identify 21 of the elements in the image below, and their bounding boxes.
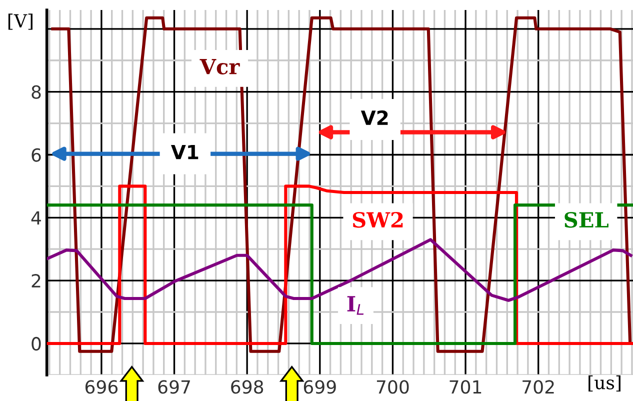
y-tick-label: 0: [32, 336, 41, 351]
x-tick-label: 702: [522, 380, 554, 394]
x-tick-label: 701: [450, 380, 482, 394]
line-series: [51, 16, 632, 353]
x-tick-label: 697: [158, 380, 190, 394]
x-tick-label: 698: [231, 380, 264, 394]
series-label: Vcr: [200, 58, 240, 74]
annotation: V2: [360, 110, 388, 125]
y-tick-label: 6: [32, 148, 41, 162]
x-tick-label: 696: [85, 380, 118, 394]
y-axis-title: [V]: [8, 14, 32, 30]
series-label: SW2: [352, 212, 403, 228]
annotation: V1: [170, 144, 198, 160]
x-tick-label: 700: [376, 380, 409, 394]
x-tick-label: 699: [304, 380, 336, 394]
y-tick-label: 2: [32, 274, 40, 288]
x-axis-title: [us]: [588, 375, 620, 392]
series-label: SEL: [564, 212, 608, 228]
y-tick-label: 4: [31, 211, 41, 225]
series-label: I$_{L}$: [347, 296, 364, 315]
y-tick-label: 8: [32, 85, 41, 99]
